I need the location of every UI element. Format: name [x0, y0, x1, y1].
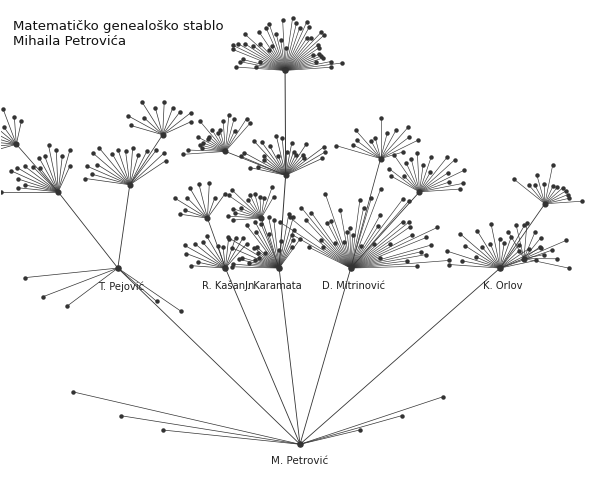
- Text: R. Kašanin: R. Kašanin: [202, 281, 254, 291]
- Text: T. Pejović: T. Pejović: [98, 281, 144, 292]
- Text: Matematičko genealoško stablo
Mihaila Petrovića: Matematičko genealoško stablo Mihaila Pe…: [13, 21, 224, 48]
- Text: M. Petrović: M. Petrović: [271, 456, 329, 466]
- Text: D. Mitrinović: D. Mitrinović: [322, 281, 385, 291]
- Text: J. Karamata: J. Karamata: [244, 281, 302, 291]
- Text: K. Orlov: K. Orlov: [484, 281, 523, 291]
